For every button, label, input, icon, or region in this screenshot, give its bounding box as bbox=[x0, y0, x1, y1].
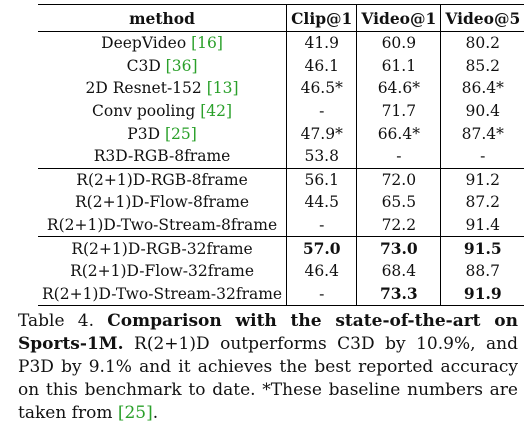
table-row: P3D [25] 47.9* 66.4* 87.4* bbox=[38, 122, 524, 145]
method-name: C3D bbox=[126, 56, 166, 75]
video-at-1-cell: 65.5 bbox=[356, 191, 442, 214]
method-cell: R(2+1)D-RGB-8frame bbox=[38, 168, 288, 192]
table-row: R(2+1)D-Flow-32frame 46.4 68.4 88.7 bbox=[38, 259, 524, 283]
method-name: R(2+1)D-Flow-32frame bbox=[70, 262, 255, 281]
method-name: 2D Resnet-152 bbox=[85, 79, 207, 98]
video-at-5-cell: 85.2 bbox=[465, 56, 501, 75]
video-at-5-cell: 87.2 bbox=[465, 193, 501, 212]
clip-at-1-cell: - bbox=[286, 213, 358, 237]
method-name: R(2+1)D-Two-Stream-8frame bbox=[46, 216, 278, 235]
reference-link[interactable]: [36] bbox=[165, 56, 198, 75]
method-name: P3D bbox=[127, 124, 165, 143]
clip-at-1-cell: 46.5* bbox=[286, 77, 358, 100]
header-video-at-1: Video@1 bbox=[356, 4, 442, 32]
table-row: R3D-RGB-8frame 53.8- - bbox=[38, 144, 525, 169]
video-at-5-cell: 80.2 bbox=[465, 34, 501, 53]
method-cell: R(2+1)D-Two-Stream-32frame bbox=[38, 282, 288, 306]
table-row: R(2+1)D-RGB-32frame 57.0 73.0 91.5 bbox=[38, 236, 524, 260]
method-name: R(2+1)D-Two-Stream-32frame bbox=[42, 284, 283, 303]
header-video-at-5: Video@5 bbox=[445, 8, 521, 28]
video-at-5-cell: 86.4* bbox=[461, 79, 504, 98]
method-name: R(2+1)D-Flow-8frame bbox=[74, 193, 250, 212]
method-name: R3D-RGB-8frame bbox=[93, 147, 231, 166]
method-cell: Conv pooling [42] bbox=[38, 99, 288, 123]
reference-link[interactable]: [25] bbox=[164, 124, 197, 143]
video-at-1-cell: 73.0 bbox=[356, 236, 442, 260]
method-cell: R3D-RGB-8frame bbox=[38, 144, 288, 169]
table-row: DeepVideo [16] 41.9 60.9 80.2 bbox=[38, 31, 524, 55]
method-name: DeepVideo bbox=[101, 34, 192, 53]
table-group-baselines: DeepVideo [16] 41.9 60.9 80.2 C3D [36] 46.1 61… bbox=[38, 31, 525, 169]
table-group-8frame: R(2+1)D-RGB-8frame 56.1 72.0 91.2 R(2+1)D-Fl… bbox=[38, 168, 525, 237]
clip-at-1-cell: - bbox=[286, 282, 358, 306]
method-cell: C3D [36] bbox=[38, 54, 288, 78]
clip-at-1-cell: 46.1 bbox=[286, 54, 358, 78]
table-row: R(2+1)D-Flow-8frame 44.5 65.5 87.2 bbox=[38, 191, 524, 214]
reference-link[interactable]: [42] bbox=[200, 102, 233, 121]
results-table: method Clip@1 Video@1 Video@5 DeepVideo … bbox=[38, 4, 525, 306]
video-at-5-cell: 88.7 bbox=[465, 262, 501, 281]
method-cell: R(2+1)D-Flow-32frame bbox=[38, 259, 288, 283]
video-at-5-cell: 90.4 bbox=[465, 102, 501, 121]
method-cell: R(2+1)D-Two-Stream-8frame bbox=[38, 213, 288, 237]
table-row: C3D [36] 46.1 61.1 85.2 bbox=[38, 54, 524, 78]
method-cell: 2D Resnet-152 [13] bbox=[38, 77, 288, 100]
caption-body: R(2+1)D outperforms C3D by 10.9%, and P3… bbox=[18, 334, 518, 423]
table-row: Conv pooling [42] -71.7 90.4 bbox=[38, 99, 524, 123]
table-caption: Table 4. Comparison with the state-of-th… bbox=[18, 310, 518, 425]
video-at-1-cell: 72.2 bbox=[356, 213, 442, 237]
video-at-1-cell: - bbox=[356, 144, 442, 169]
table-row: 2D Resnet-152 [13] 46.5* 64.6* 86.4* bbox=[38, 77, 524, 100]
table-row: R(2+1)D-Two-Stream-32frame -73.3 91.9 bbox=[38, 282, 525, 306]
reference-link[interactable]: [13] bbox=[206, 79, 239, 98]
table-row: R(2+1)D-RGB-8frame 56.1 72.0 91.2 bbox=[38, 168, 524, 192]
method-cell: R(2+1)D-Flow-8frame bbox=[38, 191, 288, 214]
method-name: Conv pooling bbox=[92, 102, 201, 121]
video-at-5-cell: 91.5 bbox=[463, 239, 502, 259]
method-name: R(2+1)D-RGB-8frame bbox=[76, 170, 248, 189]
clip-at-1-cell: 53.8 bbox=[286, 144, 358, 169]
caption-reference-link[interactable]: [25] bbox=[117, 403, 153, 423]
clip-at-1-cell: 44.5 bbox=[286, 191, 358, 214]
method-name: R(2+1)D-RGB-32frame bbox=[71, 239, 253, 258]
caption-end: . bbox=[152, 403, 159, 423]
video-at-1-cell: 73.3 bbox=[356, 282, 442, 306]
video-at-5-cell: 91.9 bbox=[463, 284, 502, 304]
video-at-1-cell: 64.6* bbox=[356, 77, 442, 100]
table-row: R(2+1)D-Two-Stream-8frame -72.2 91.4 bbox=[38, 213, 525, 237]
clip-at-1-cell: 41.9 bbox=[286, 31, 358, 55]
clip-at-1-cell: 46.4 bbox=[286, 259, 358, 283]
video-at-1-cell: 72.0 bbox=[356, 168, 442, 192]
method-cell: DeepVideo [16] bbox=[38, 31, 288, 55]
reference-link[interactable]: [16] bbox=[191, 34, 223, 53]
video-at-1-cell: 60.9 bbox=[356, 31, 442, 55]
video-at-5-cell: - bbox=[480, 147, 486, 166]
video-at-1-cell: 66.4* bbox=[356, 122, 442, 145]
caption-title: Comparison with the state-of-the-art on … bbox=[18, 311, 518, 354]
caption-label: Table 4. bbox=[18, 311, 108, 331]
header-row: method Clip@1 Video@1 Video@5 bbox=[38, 4, 525, 32]
clip-at-1-cell: 56.1 bbox=[286, 168, 358, 192]
clip-at-1-cell: 57.0 bbox=[286, 236, 358, 260]
video-at-1-cell: 71.7 bbox=[356, 99, 442, 123]
method-cell: P3D [25] bbox=[38, 122, 288, 145]
header-method: method bbox=[38, 4, 288, 32]
header-clip-at-1: Clip@1 bbox=[286, 4, 358, 32]
video-at-1-cell: 61.1 bbox=[356, 54, 442, 78]
method-cell: R(2+1)D-RGB-32frame bbox=[38, 236, 288, 260]
clip-at-1-cell: 47.9* bbox=[286, 122, 358, 145]
video-at-5-cell: 91.2 bbox=[465, 170, 501, 189]
video-at-5-cell: 87.4* bbox=[461, 124, 504, 143]
table-group-32frame: R(2+1)D-RGB-32frame 57.0 73.0 91.5 R(2+1)D-F… bbox=[38, 236, 525, 306]
video-at-1-cell: 68.4 bbox=[356, 259, 442, 283]
results-table-container: method Clip@1 Video@1 Video@5 DeepVideo … bbox=[38, 4, 525, 306]
video-at-5-cell: 91.4 bbox=[465, 216, 501, 235]
clip-at-1-cell: - bbox=[286, 99, 358, 123]
